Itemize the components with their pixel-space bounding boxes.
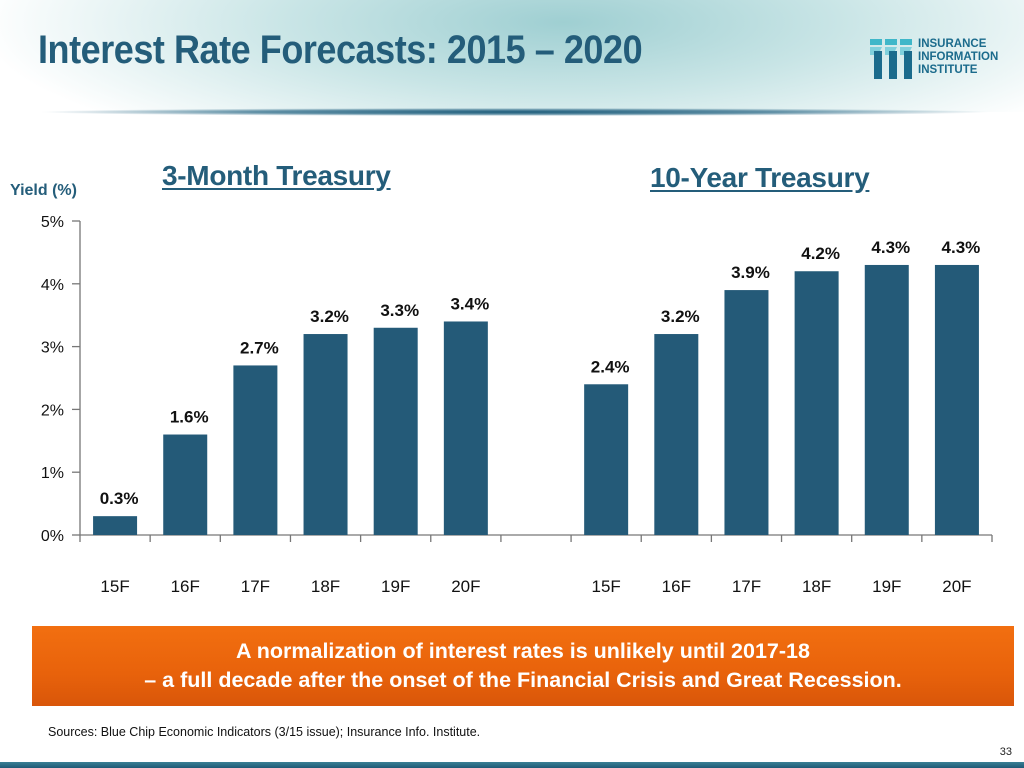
x-tick-label: 18F	[802, 577, 831, 596]
bar-10y-16F	[654, 334, 699, 535]
bar-3m-19F	[373, 327, 418, 535]
sources-note: Sources: Blue Chip Economic Indicators (…	[48, 725, 481, 739]
y-tick-label: 5%	[41, 214, 64, 231]
data-label: 4.3%	[942, 238, 981, 257]
data-label: 1.6%	[170, 408, 209, 427]
iii-logo-icon	[870, 39, 912, 79]
bar-3m-16F	[163, 434, 208, 535]
callout-box: A normalization of interest rates is unl…	[32, 626, 1014, 706]
data-label: 3.2%	[310, 307, 349, 326]
panel-title-3-month: 3-Month Treasury	[162, 160, 391, 191]
x-tick-label: 19F	[381, 577, 410, 596]
data-label: 2.7%	[240, 338, 279, 357]
data-label: 4.2%	[801, 244, 840, 263]
x-tick-label: 15F	[100, 577, 129, 596]
x-tick-label: 18F	[311, 577, 340, 596]
x-tick-label: 19F	[872, 577, 901, 596]
bar-3m-17F	[233, 365, 278, 535]
data-label: 3.3%	[380, 301, 419, 320]
bar-chart: 0% 1% 2% 3% 4% 5% 0.3% 15F 1.6% 16F 2.7% 17F 3.2% 18F…	[41, 214, 993, 596]
x-tick-label: 20F	[942, 577, 971, 596]
logo-line-1: INSURANCE	[918, 38, 987, 50]
footer-bar	[0, 762, 1024, 768]
iii-logo: INSURANCE INFORMATION INSTITUTE	[868, 37, 1018, 81]
logo-text: INSURANCE INFORMATION INSTITUTE	[918, 38, 998, 77]
y-tick-label: 3%	[41, 340, 64, 357]
page-title: Interest Rate Forecasts: 2015 – 2020	[38, 28, 643, 72]
bar-10y-18F	[794, 271, 839, 535]
bar-10y-15F	[584, 384, 629, 535]
x-tick-label: 17F	[732, 577, 761, 596]
logo-line-2: INFORMATION	[918, 51, 999, 63]
data-label: 0.3%	[100, 489, 139, 508]
x-tick-label: 17F	[241, 577, 270, 596]
bar-10y-20F	[934, 264, 979, 535]
callout-line-1: A normalization of interest rates is unl…	[236, 639, 810, 663]
data-label: 2.4%	[591, 357, 630, 376]
y-axis-label: Yield (%)	[10, 182, 77, 199]
data-label: 3.2%	[661, 307, 700, 326]
data-label: 3.4%	[450, 294, 489, 313]
bar-3m-18F	[303, 334, 348, 535]
x-tick-label: 15F	[592, 577, 621, 596]
logo-line-3: INSTITUTE	[918, 64, 978, 76]
data-label: 3.9%	[731, 263, 770, 282]
header-divider	[40, 108, 990, 116]
bar-3m-20F	[443, 321, 488, 535]
x-tick-label: 16F	[662, 577, 691, 596]
bar-10y-19F	[864, 264, 909, 535]
data-label: 4.3%	[871, 238, 910, 257]
bar-10y-17F	[724, 290, 769, 535]
header-banner	[0, 0, 1024, 112]
x-tick-label: 20F	[451, 577, 480, 596]
panel-title-10-year: 10-Year Treasury	[650, 162, 870, 193]
callout-line-2: – a full decade after the onset of the F…	[144, 668, 902, 692]
y-tick-label: 2%	[41, 402, 64, 419]
x-tick-label: 16F	[171, 577, 200, 596]
y-tick-label: 4%	[41, 277, 64, 294]
bar-3m-15F	[93, 516, 138, 535]
page-number: 33	[999, 746, 1012, 758]
y-tick-label: 0%	[41, 528, 64, 545]
y-tick-label: 1%	[41, 465, 64, 482]
